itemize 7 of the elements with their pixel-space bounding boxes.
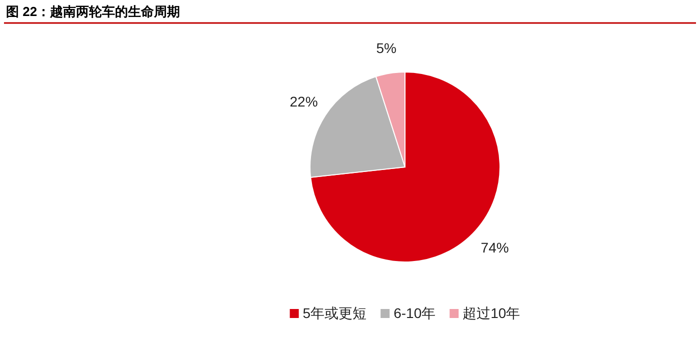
text: 图 22：越南两轮车的生命周期: [6, 4, 180, 19]
legend-label: 5年或更短: [302, 305, 367, 321]
legend-label: 6-10年: [394, 305, 436, 321]
data-label: 5%: [376, 40, 396, 56]
data-label: 74%: [480, 240, 509, 256]
data-label: 22%: [290, 93, 318, 110]
legend-label: 超过10年: [462, 305, 520, 321]
